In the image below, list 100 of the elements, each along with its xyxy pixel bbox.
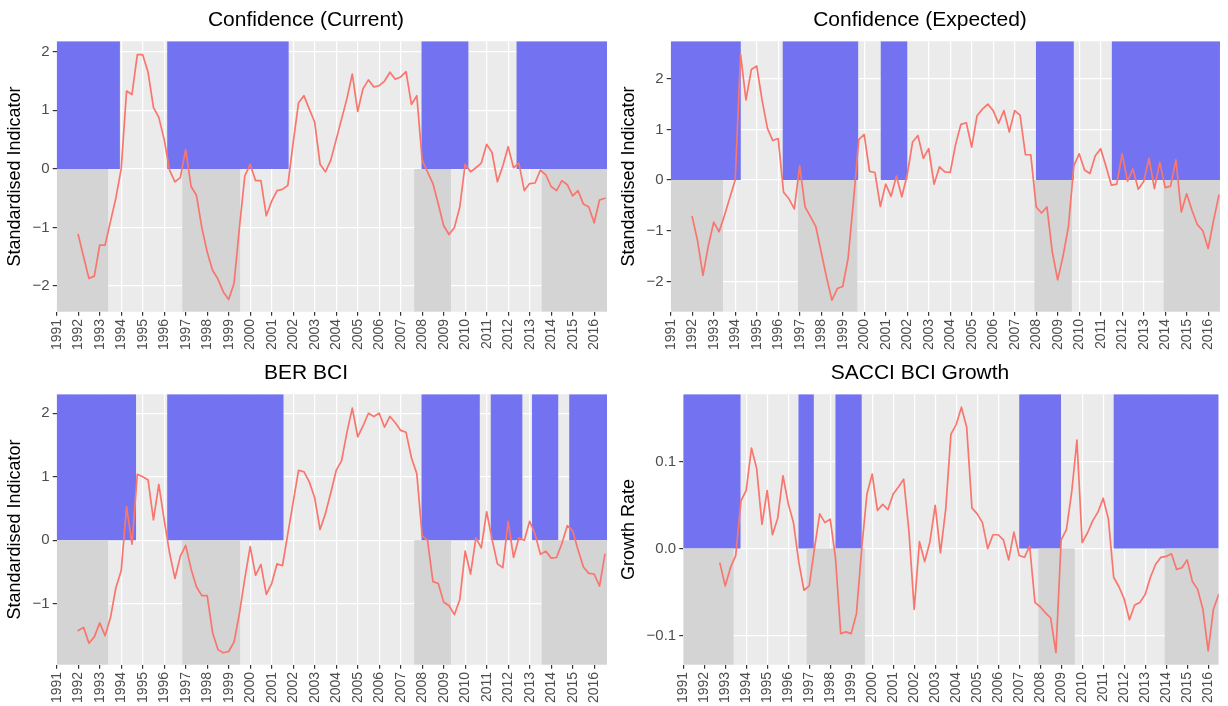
y-axis-title: Standardised Indicator [3,86,24,267]
x-tick-label: 2009 [434,671,451,704]
x-tick-label: 1999 [833,318,850,351]
y-tick-label: 2 [655,68,664,86]
x-tick-label: 1997 [176,671,193,704]
x-tick-label: 1993 [716,671,733,704]
x-tick-label: 2016 [585,671,602,704]
x-tick-label: 1993 [704,318,721,351]
x-tick-label: 2006 [370,671,387,704]
x-tick-label: 2015 [563,318,580,351]
x-tick-label: 2015 [1178,671,1195,704]
y-tick-label: 1 [41,100,50,118]
x-tick-label: 1999 [219,318,236,351]
x-tick-label: 2005 [962,318,979,351]
x-tick-label: 2008 [413,318,430,351]
x-tick-label: 1992 [69,318,86,351]
x-tick-label: 1992 [695,671,712,704]
x-tick-label: 2008 [1031,671,1048,704]
x-tick-label: 2011 [477,318,494,349]
y-tick-label: 0 [41,530,50,548]
x-tick-label: 2016 [585,318,602,351]
x-tick-label: 2001 [262,671,279,704]
x-tick-label: 2004 [941,318,958,351]
x-tick-label: 1998 [198,318,215,351]
x-tick-label: 1995 [133,318,150,351]
y-tick-label: 2 [41,41,50,59]
x-tick-label: 2000 [241,671,258,704]
x-tick-label: 2011 [1091,318,1108,349]
y-axis-title: Standardised Indicator [3,439,24,620]
y-axis-title: Standardised Indicator [617,86,638,267]
y-tick-label: 1 [41,466,50,484]
x-tick-label: 2007 [1005,318,1022,351]
y-tick-label: 0 [41,159,50,177]
x-tick-label: 2005 [348,671,365,704]
x-tick-label: 1991 [47,318,64,351]
x-tick-label: 2010 [1073,671,1090,704]
chart-title: Confidence (Current) [207,7,405,31]
x-tick-label: 2003 [305,671,322,704]
x-tick-label: 1996 [769,318,786,351]
x-tick-label: 1995 [747,318,764,351]
x-tick-label: 1993 [90,671,107,704]
x-tick-label: 1998 [198,671,215,704]
x-tick-label: 1996 [779,671,796,704]
x-tick-label: 2001 [876,318,893,351]
x-tick-label: 1992 [683,318,700,351]
x-tick-label: 1995 [758,671,775,704]
x-tick-label: 2007 [1010,671,1027,704]
x-tick-label: 2002 [284,318,301,351]
x-tick-label: 2001 [262,318,279,351]
x-tick-label: 1991 [674,671,691,704]
x-tick-label: 2002 [898,318,915,351]
x-tick-label: 2004 [327,671,344,704]
x-tick-label: 2015 [563,671,580,704]
y-tick-label: 1 [655,119,664,137]
x-tick-label: 1997 [176,318,193,351]
x-tick-label: 2004 [947,671,964,704]
x-tick-label: 2013 [520,318,537,351]
x-tick-label: 2015 [1177,318,1194,351]
x-tick-label: 2013 [1134,318,1151,351]
x-tick-label: 2002 [905,671,922,704]
x-tick-label: 2002 [284,671,301,704]
x-tick-label: 1991 [661,318,678,351]
x-tick-label: 2010 [456,318,473,351]
x-tick-label: 2016 [1199,671,1216,704]
x-tick-label: 1996 [155,318,172,351]
y-axis-title: Growth Rate [617,479,638,581]
x-tick-label: 2004 [327,318,344,351]
x-tick-label: 2000 [855,318,872,351]
x-tick-label: 2012 [1113,318,1130,351]
x-tick-label: 1991 [47,671,64,704]
y-tick-label: 0.1 [655,452,677,469]
x-tick-label: 2008 [1027,318,1044,351]
x-tick-label: 2006 [989,671,1006,704]
chart-title: SACCI BCI Growth [830,360,1010,384]
x-tick-label: 2007 [391,671,408,704]
x-tick-label: 2012 [499,671,516,704]
x-tick-label: 2005 [348,318,365,351]
y-tick-label: −0.1 [646,625,677,643]
x-tick-label: 2001 [884,671,901,704]
x-tick-label: 2009 [1052,671,1069,704]
y-tick-label: 2 [41,403,50,421]
x-tick-label: 2007 [391,318,408,351]
x-tick-label: 2003 [926,671,943,704]
x-tick-label: 2014 [1157,671,1174,704]
x-tick-label: 2010 [1070,318,1087,351]
x-tick-label: 2011 [477,671,494,702]
x-tick-label: 1996 [155,671,172,704]
x-tick-label: 1994 [737,671,754,704]
y-tick-label: −2 [32,276,50,294]
x-tick-label: 1997 [790,318,807,351]
x-tick-label: 1995 [133,671,150,704]
y-tick-label: −1 [646,220,664,238]
x-tick-label: 2006 [370,318,387,351]
x-tick-label: 1994 [726,318,743,351]
y-tick-label: −1 [32,594,50,611]
x-tick-label: 2005 [968,671,985,704]
x-tick-label: 2014 [542,318,559,351]
x-tick-label: 2003 [305,318,322,351]
y-tick-label: −1 [32,217,50,235]
x-tick-label: 2009 [434,318,451,351]
